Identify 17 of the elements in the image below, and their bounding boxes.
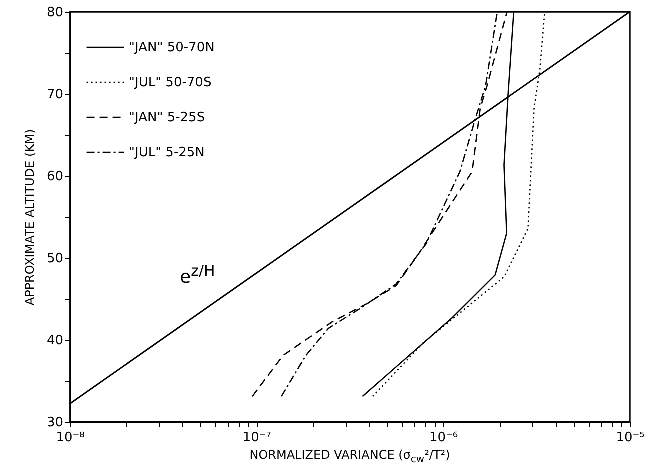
- legend-label: "JAN" 50-70N: [129, 40, 215, 56]
- x-tick-label: 10⁻⁵: [616, 430, 645, 446]
- annotation: e$^{z/H}$: [180, 262, 216, 288]
- x-tick-label: 10⁻⁶: [430, 430, 458, 446]
- legend-label: "JUL" 50-70S: [129, 76, 212, 90]
- y-tick-label: 80: [46, 6, 64, 20]
- y-tick-label: 40: [46, 334, 64, 348]
- y-tick-label: 70: [46, 88, 64, 102]
- y-axis-title: APPROXIMATE ALTITUDE (KM): [22, 129, 37, 306]
- y-tick-label: 60: [46, 170, 64, 184]
- legend-label: "JAN" 5-25S: [129, 110, 206, 126]
- x-axis-title: NORMALIZED VARIANCE (σ$_{cw}$²/T²): [248, 448, 452, 466]
- x-tick-label: 10⁻⁷: [242, 430, 272, 446]
- legend-label: "JUL" 5-25N: [129, 146, 205, 160]
- y-tick-label: 30: [46, 416, 64, 430]
- x-tick-label: 10⁻⁸: [56, 430, 85, 446]
- y-tick-label: 50: [46, 252, 64, 266]
